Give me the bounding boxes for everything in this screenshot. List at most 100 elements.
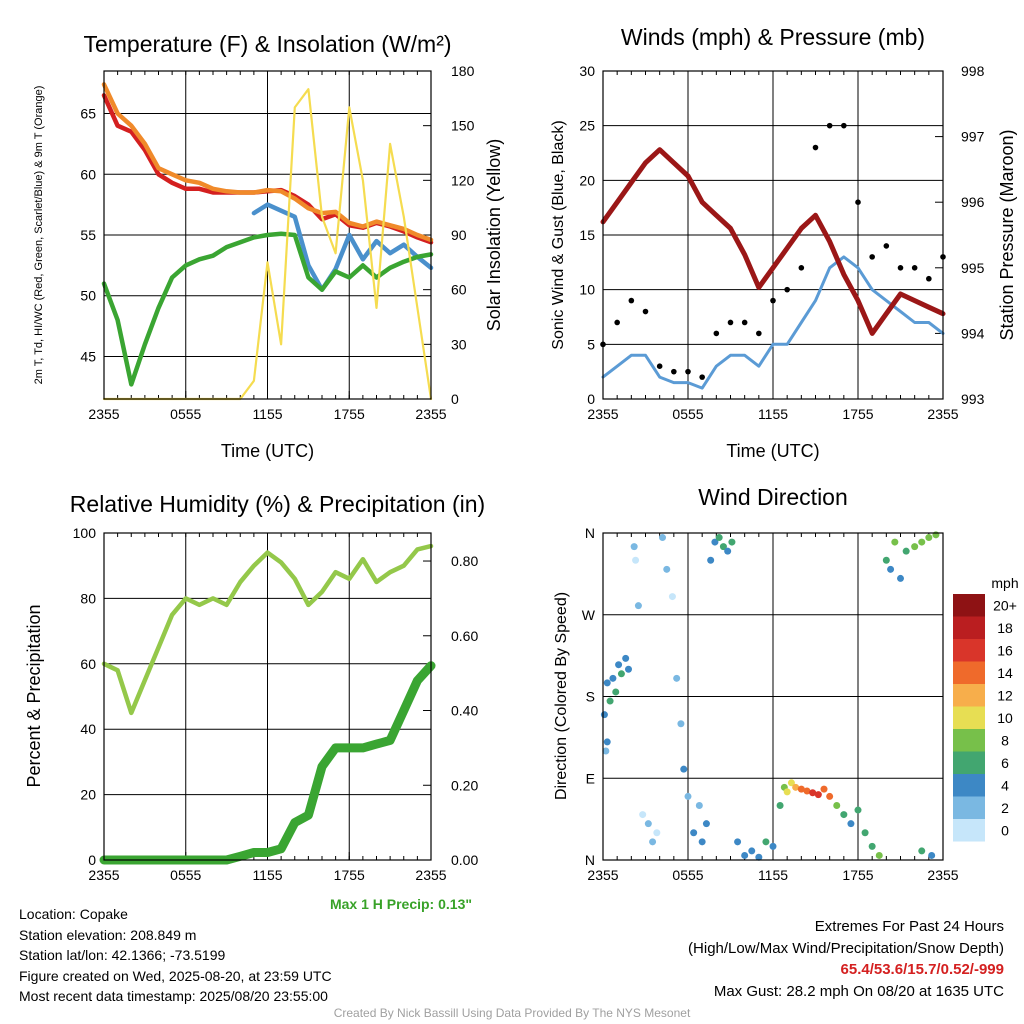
direction-point (918, 538, 926, 546)
colorbar-label: 14 (997, 665, 1013, 681)
direction-point (803, 787, 811, 795)
colorbar-label: 16 (997, 642, 1013, 658)
y-right-axis-label: Solar Insolation (Yellow) (484, 139, 504, 331)
colorbar-swatch (953, 661, 985, 684)
direction-point (673, 674, 681, 682)
elevation-line: Station elevation: 208.849 m (19, 926, 197, 943)
y-right-tick-label: 995 (961, 260, 985, 276)
direction-point (902, 547, 910, 555)
x-tick-label: 1755 (842, 406, 873, 422)
gust-point (798, 265, 805, 271)
y-tick-label: 60 (80, 166, 96, 182)
x-tick-label: 0555 (170, 406, 201, 422)
x-tick-label: 1155 (252, 406, 282, 422)
x-tick-label: 1155 (758, 406, 788, 422)
direction-point (615, 661, 623, 669)
y-right-axis-label: Station Pressure (Maroon) (997, 129, 1017, 340)
direction-point (734, 838, 742, 846)
gust-point (883, 243, 890, 249)
direction-point (668, 593, 676, 601)
gust-point (628, 297, 635, 304)
y-tick-label: N (585, 525, 595, 541)
colorbar-label: 8 (1001, 732, 1009, 748)
y-tick-label: E (586, 770, 595, 786)
direction-point (649, 838, 657, 846)
colorbar-label: 0 (1001, 822, 1009, 838)
direction-point (715, 534, 723, 542)
colorbar-swatch (953, 729, 985, 752)
y-axis-label: Sonic Wind & Gust (Blue, Black) (550, 120, 567, 349)
y-tick-label: 20 (579, 172, 595, 188)
created-line: Figure created on Wed, 2025-08-20, at 23… (19, 967, 332, 984)
direction-point (755, 853, 763, 861)
x-tick-label: 2355 (927, 406, 958, 422)
y-right-tick-label: 997 (961, 129, 985, 145)
direction-point (719, 543, 727, 551)
y-tick-label: S (586, 689, 595, 705)
colorbar-swatch (953, 616, 985, 639)
extremes-subtitle: (High/Low/Max Wind/Precipitation/Snow De… (688, 939, 1004, 957)
colorbar-label: 6 (1001, 755, 1009, 771)
gust-point (897, 265, 904, 271)
colorbar-label: 12 (997, 687, 1013, 703)
y-axis-label: Direction (Colored By Speed) (553, 592, 570, 800)
x-tick-label: 1755 (842, 867, 873, 883)
direction-point (659, 534, 666, 542)
direction-point (617, 670, 625, 678)
y-axis-label: Percent & Precipitation (24, 604, 44, 787)
panel-3 (103, 533, 432, 860)
y-tick-label: 10 (579, 282, 595, 298)
direction-point (932, 531, 940, 539)
station-info: Location: Copake Station elevation: 208.… (19, 904, 332, 1007)
direction-point (918, 847, 926, 855)
direction-point (698, 838, 706, 846)
x-tick-label: 1155 (758, 867, 788, 883)
y-tick-label: 30 (579, 63, 595, 79)
direction-point (609, 674, 617, 682)
direction-point (680, 765, 688, 773)
direction-point (612, 688, 620, 696)
direction-point (728, 538, 736, 546)
colorbar-swatch (953, 684, 985, 707)
direction-point (792, 783, 800, 791)
direction-point (783, 788, 791, 796)
gust-point (671, 368, 677, 375)
direction-point (644, 820, 652, 828)
direction-point (769, 842, 777, 850)
chart-title-temperature: Temperature (F) & Insolation (W/m²) (83, 31, 451, 57)
x-tick-label: 1155 (252, 867, 282, 883)
x-tick-label: 2355 (88, 867, 119, 883)
direction-point (833, 802, 841, 809)
direction-point (814, 791, 822, 799)
direction-point (882, 556, 890, 564)
y-tick-label: 5 (587, 336, 595, 352)
y-tick-label: 55 (80, 227, 96, 243)
location-line: Location: Copake (19, 906, 128, 922)
y-right-tick-label: 180 (451, 63, 475, 79)
wind-series-0 (601, 255, 945, 390)
direction-point (925, 534, 933, 542)
y-right-tick-label: 120 (451, 172, 475, 188)
wind-series-2 (600, 147, 946, 336)
direction-point (891, 538, 899, 546)
y-right-tick-label: 998 (961, 63, 985, 79)
x-tick-label: 1755 (334, 867, 365, 883)
y-tick-label: 100 (73, 525, 97, 541)
x-tick-label: 2355 (415, 867, 446, 883)
y-tick-label: 0 (88, 852, 96, 868)
y-right-tick-label: 0.80 (451, 553, 478, 569)
x-tick-label: 0555 (170, 867, 201, 883)
colorbar-title: mph (991, 575, 1018, 591)
direction-point (639, 811, 647, 819)
gust-point (656, 363, 663, 370)
direction-point (606, 697, 614, 705)
colorbar-swatch (953, 639, 985, 662)
panel-border-2 (602, 70, 944, 400)
direction-point (653, 829, 661, 837)
direction-point (622, 654, 630, 662)
chart-title-direction: Wind Direction (698, 484, 848, 510)
direction-point (600, 711, 608, 719)
direction-point (724, 547, 732, 555)
direction-point (928, 851, 936, 859)
